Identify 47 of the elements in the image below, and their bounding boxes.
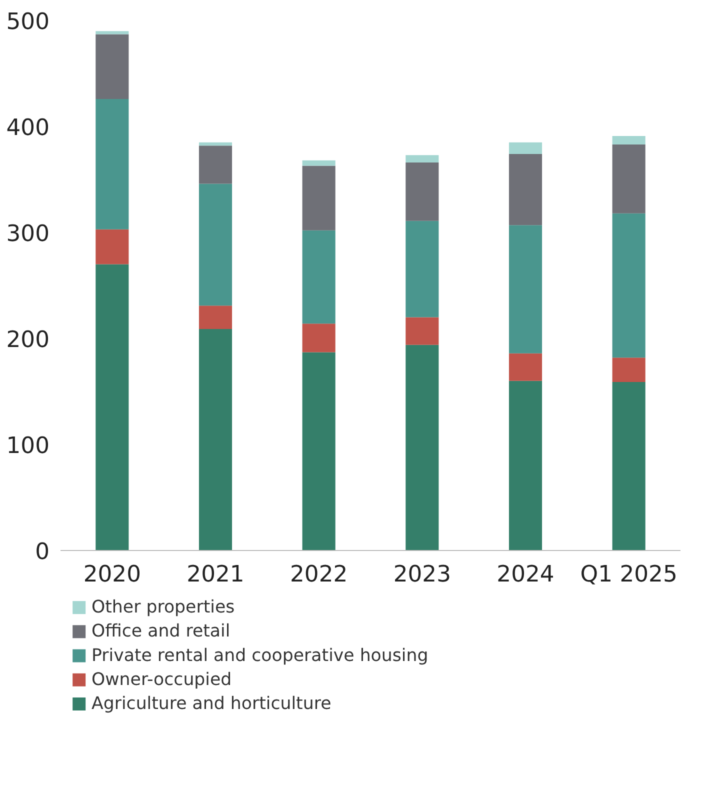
- bar: [96, 34, 129, 99]
- bar: [302, 160, 336, 166]
- y-tick-label: 300: [6, 221, 50, 247]
- bar: [406, 155, 439, 163]
- legend-label: Other properties: [92, 598, 235, 618]
- bar: [96, 264, 129, 550]
- legend-label: Agriculture and horticulture: [92, 694, 332, 714]
- bar: [198, 146, 232, 184]
- x-tick-label: 2024: [496, 562, 554, 588]
- y-tick-label: 200: [6, 327, 50, 353]
- bar: [508, 353, 542, 381]
- bar: [612, 136, 646, 145]
- bar: [198, 306, 232, 329]
- y-tick-label: 400: [6, 115, 50, 141]
- x-tick-label: 2020: [83, 562, 142, 588]
- x-tick-label: 2021: [186, 562, 244, 588]
- bar: [198, 328, 232, 550]
- legend-label: Private rental and cooperative housing: [92, 646, 428, 666]
- bar: [406, 162, 439, 221]
- legend-label: Office and retail: [92, 622, 230, 642]
- bar: [612, 213, 646, 358]
- bar: [96, 31, 129, 34]
- bar: [96, 98, 129, 230]
- bar: [302, 230, 336, 324]
- bar: [302, 324, 336, 352]
- bar: [198, 184, 232, 306]
- legend-label: Owner-occupied: [92, 670, 232, 690]
- bar: [612, 144, 646, 214]
- bar: [612, 358, 646, 382]
- y-tick-label: 100: [6, 433, 50, 459]
- x-tick-label: 2023: [393, 562, 452, 588]
- bar: [508, 225, 542, 354]
- y-tick-label: 0: [35, 539, 50, 565]
- bar: [406, 220, 439, 318]
- bar: [406, 317, 439, 345]
- x-tick-label: 2022: [290, 562, 348, 588]
- bar: [406, 344, 439, 550]
- bar: [302, 352, 336, 550]
- bar: [508, 154, 542, 226]
- bar: [508, 142, 542, 154]
- bar: [302, 166, 336, 230]
- bar: [508, 380, 542, 550]
- bar: [96, 229, 129, 264]
- bar: [198, 142, 232, 146]
- x-tick-label: Q1 2025: [580, 562, 678, 588]
- bar: [612, 382, 646, 550]
- y-tick-label: 500: [6, 9, 50, 35]
